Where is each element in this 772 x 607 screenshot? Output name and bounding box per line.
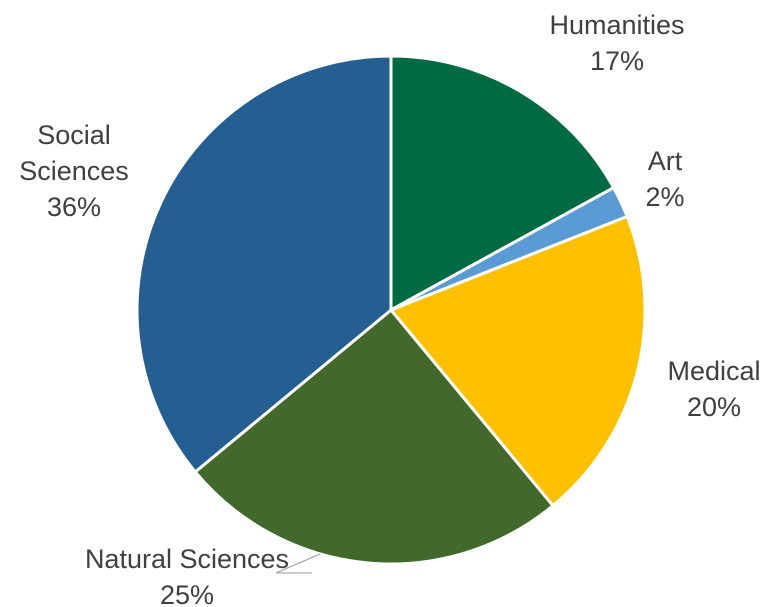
pie-slices xyxy=(135,54,647,566)
pie-slice-natural-sciences xyxy=(193,308,555,566)
data-label-social-sciences: Social Sciences 36% xyxy=(19,120,129,222)
data-label-medical: Medical 20% xyxy=(667,356,760,422)
pie-slice-social-sciences xyxy=(135,54,393,474)
data-label-humanities: Humanities 17% xyxy=(549,10,684,76)
data-label-art: Art 2% xyxy=(645,146,684,212)
leader-lines xyxy=(275,553,321,574)
pie-slice-medical xyxy=(389,214,647,508)
leader-line-natural-sciences xyxy=(275,553,321,574)
data-label-natural-sciences: Natural Sciences 25% xyxy=(85,544,289,607)
pie-slice-humanities xyxy=(389,54,616,312)
data-labels: Humanities 17% Art 2% Medical 20% Natural Scie… xyxy=(19,10,760,607)
